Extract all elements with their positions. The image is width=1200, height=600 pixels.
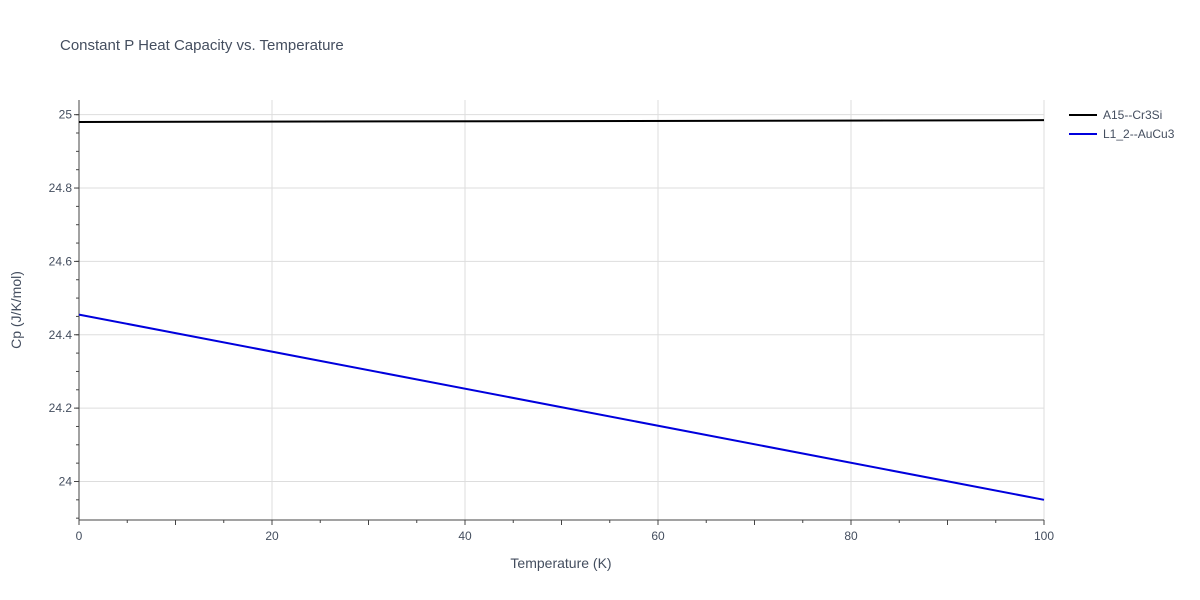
ticks-layer: 0 20 40 60 80 100 24 24.2 24.4 24.6 24.8 25 — [49, 108, 1055, 543]
axes-layer — [74, 100, 1045, 525]
y-tick-label: 24 — [59, 474, 73, 488]
grid-layer — [79, 100, 1045, 520]
x-tick-label: 100 — [1034, 529, 1054, 543]
legend-label-1: A15--Cr3Si — [1103, 108, 1162, 122]
y-tick-label: 24.6 — [49, 254, 73, 268]
legend: A15--Cr3Si L1_2--AuCu3 — [1069, 108, 1175, 141]
y-tick-label: 24.2 — [49, 401, 73, 415]
x-tick-label: 20 — [265, 529, 279, 543]
y-tick-label: 24.8 — [49, 181, 73, 195]
series-layer — [78, 119, 1045, 501]
x-tick-label: 40 — [458, 529, 472, 543]
y-tick-label: 24.4 — [49, 328, 73, 342]
x-tick-label: 0 — [76, 529, 83, 543]
x-axis-label: Temperature (K) — [510, 555, 611, 571]
series-line-1 — [78, 119, 1045, 124]
y-tick-label: 25 — [59, 108, 73, 122]
legend-label-2: L1_2--AuCu3 — [1103, 127, 1175, 141]
chart-title: Constant P Heat Capacity vs. Temperature — [60, 37, 344, 54]
x-tick-label: 80 — [844, 529, 858, 543]
series-line-2 — [78, 313, 1045, 501]
x-tick-label: 60 — [651, 529, 665, 543]
y-axis-label: Cp (J/K/mol) — [8, 271, 24, 349]
